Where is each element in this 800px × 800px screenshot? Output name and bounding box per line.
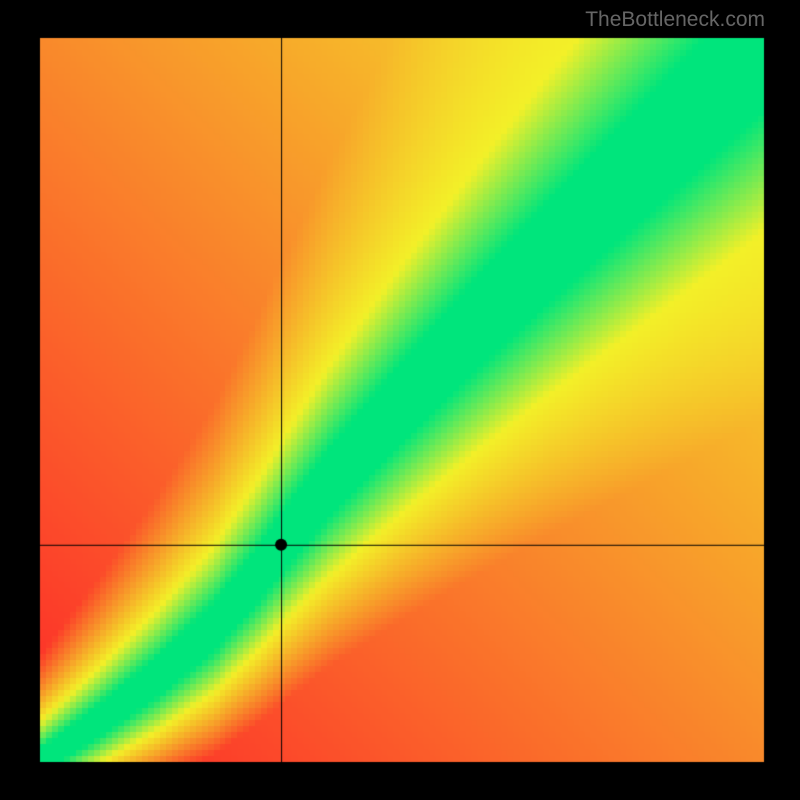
watermark-text: TheBottleneck.com xyxy=(585,8,765,32)
chart-container: TheBottleneck.com xyxy=(0,0,800,800)
bottleneck-heatmap xyxy=(0,0,800,800)
